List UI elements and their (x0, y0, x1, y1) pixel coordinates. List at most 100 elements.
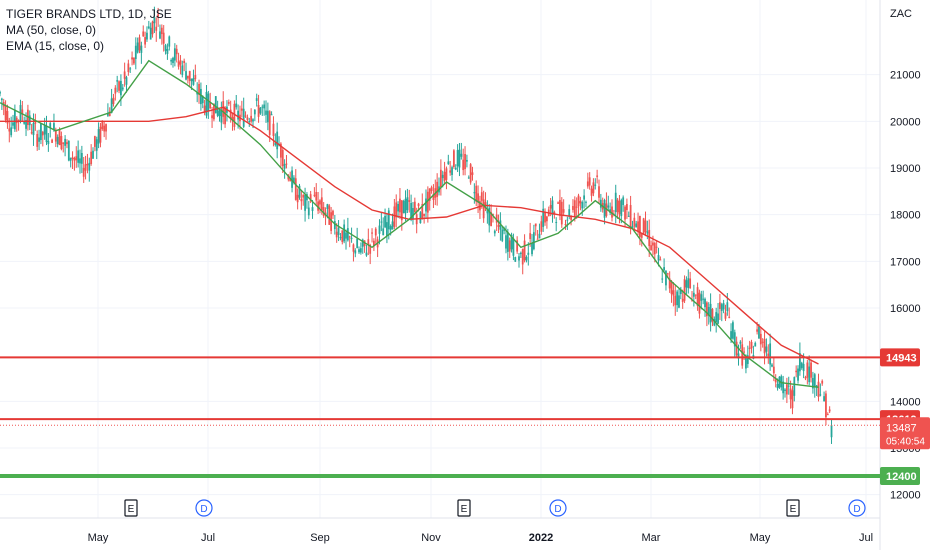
dividend-marker[interactable] (549, 499, 567, 517)
candle-body (417, 203, 420, 207)
candle-body (170, 59, 173, 62)
candle-body (421, 203, 424, 218)
candle-body (733, 332, 736, 347)
candle-body (34, 122, 37, 124)
candle-body (568, 209, 571, 217)
candle-body (527, 252, 530, 255)
candle-body (397, 203, 399, 212)
level-label: 12400 (886, 471, 917, 483)
candle-body (125, 77, 128, 85)
candle-body (146, 32, 148, 40)
candle-body (233, 103, 236, 127)
x-tick-label: Mar (642, 532, 661, 544)
candle-body (343, 224, 346, 242)
candle-body (518, 256, 520, 261)
candle-body (188, 71, 191, 81)
candle-body (54, 130, 57, 142)
candle-body (456, 150, 459, 167)
candle-body (133, 57, 135, 64)
candle-body (352, 244, 355, 252)
dividend-marker[interactable] (195, 499, 213, 517)
candle-body (735, 341, 738, 356)
candle-body (10, 127, 13, 136)
candle-body (828, 409, 831, 412)
candle-body (665, 270, 667, 286)
candle-body (614, 192, 617, 213)
candle-body (218, 110, 221, 117)
candle-body (670, 281, 673, 295)
candle-body (436, 181, 439, 197)
chart-title[interactable]: TIGER BRANDS LTD, 1D, JSE (6, 7, 172, 21)
candle-body (268, 111, 271, 135)
x-tick-label: Nov (421, 532, 441, 544)
candle-body (386, 222, 388, 237)
candle-body (374, 228, 377, 236)
candle-body (819, 394, 822, 396)
candle-body (551, 200, 554, 215)
candle-body (683, 279, 686, 301)
candle-body (826, 414, 829, 416)
candle-body (134, 45, 137, 59)
candle-body (86, 163, 89, 166)
legend-ma[interactable]: MA (50, close, 0) (6, 23, 97, 37)
candle-body (93, 136, 96, 147)
candle-body (242, 108, 245, 127)
candle-body (464, 154, 466, 170)
candle-body (159, 31, 161, 39)
candle-body (28, 115, 31, 126)
candle-body (60, 136, 63, 150)
earnings-marker[interactable] (457, 499, 471, 517)
candle-body (477, 193, 479, 203)
candle-body (313, 194, 316, 196)
candle-body (224, 107, 226, 125)
candle-body (222, 101, 225, 117)
candle-body (785, 384, 788, 395)
candle-body (283, 164, 286, 169)
earnings-marker[interactable] (124, 499, 138, 517)
candle-body (784, 389, 786, 391)
candle-body (108, 111, 111, 117)
legend-ema[interactable]: EMA (15, close, 0) (6, 39, 105, 53)
candle-body (75, 156, 78, 161)
candle-body (326, 204, 329, 209)
candle-body (707, 307, 710, 316)
candle-body (387, 210, 390, 230)
candle-body (332, 210, 334, 216)
candle-body (399, 198, 401, 213)
dividend-marker[interactable] (848, 499, 866, 517)
candle-body (114, 87, 117, 94)
candle-body (66, 142, 68, 145)
candle-body (653, 242, 656, 255)
candle-body (737, 353, 740, 359)
candle-body (121, 87, 124, 90)
candle-body (320, 197, 323, 211)
candle-body (462, 159, 465, 171)
candle-body (821, 380, 824, 384)
candle-body (237, 110, 240, 120)
candle-body (293, 177, 295, 183)
candle-body (30, 132, 33, 134)
chart-legend: TIGER BRANDS LTD, 1D, JSE MA (50, close,… (6, 6, 172, 54)
candle-body (650, 245, 652, 251)
candle-body (200, 88, 202, 105)
candle-body (546, 216, 548, 222)
candle-body (445, 168, 448, 180)
candle-body (138, 37, 141, 51)
candle-body (635, 223, 638, 228)
candle-body (213, 103, 215, 120)
x-tick-label: Jul (201, 532, 215, 544)
candle-body (300, 198, 303, 202)
candle-body (542, 208, 545, 227)
candle-body (592, 182, 595, 194)
candle-body (21, 109, 24, 115)
candle-body (750, 341, 753, 349)
candle-body (190, 78, 193, 82)
candle-body (657, 255, 660, 261)
earnings-marker[interactable] (786, 499, 800, 517)
last-price-label: 13487 (886, 422, 917, 434)
candle-body (84, 164, 87, 171)
candle-body (276, 131, 279, 150)
candle-body (676, 291, 679, 306)
candle-body (564, 224, 567, 226)
